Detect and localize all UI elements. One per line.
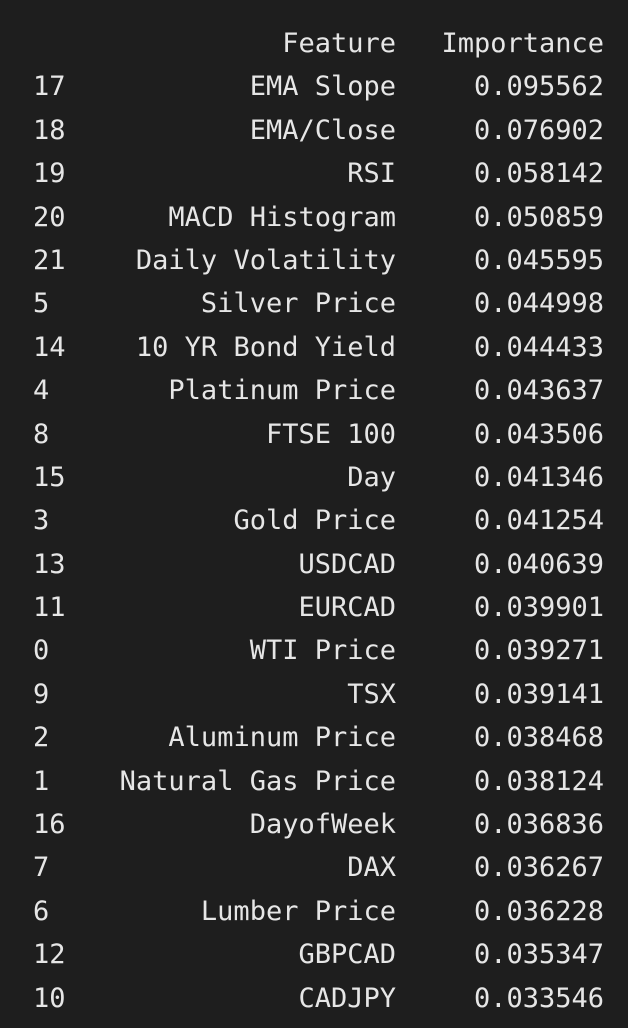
row-index: 14 bbox=[33, 331, 66, 363]
feature-name: Platinum Price bbox=[168, 375, 396, 407]
importance-value: 0.045595 bbox=[473, 244, 604, 276]
importance-value: 0.050859 bbox=[473, 201, 604, 233]
importance-value: 0.038468 bbox=[473, 722, 604, 754]
feature-name: EURCAD bbox=[298, 592, 396, 624]
feature-name: Natural Gas Price bbox=[119, 765, 396, 797]
row-index: 7 bbox=[33, 852, 50, 884]
feature-name: Aluminum Price bbox=[168, 722, 396, 754]
importance-value: 0.041346 bbox=[473, 461, 604, 493]
importance-value: 0.043506 bbox=[473, 418, 604, 450]
importance-value: 0.039141 bbox=[473, 678, 604, 710]
feature-name: GBPCAD bbox=[298, 939, 396, 971]
importance-value: 0.058142 bbox=[473, 158, 604, 190]
feature-name: EMA Slope bbox=[249, 71, 396, 103]
table-row: 17 EMA Slope 0.095562 bbox=[0, 65, 628, 108]
row-index: 6 bbox=[33, 895, 50, 927]
row-index: 19 bbox=[33, 158, 66, 190]
row-index: 10 bbox=[33, 982, 66, 1014]
table-header-row: Feature Importance bbox=[0, 22, 628, 65]
row-index: 2 bbox=[33, 722, 50, 754]
feature-name: WTI Price bbox=[249, 635, 396, 667]
feature-name: RSI bbox=[347, 158, 396, 190]
table-row: 6 Lumber Price 0.036228 bbox=[0, 890, 628, 933]
row-index: 1 bbox=[33, 765, 50, 797]
row-index: 20 bbox=[33, 201, 66, 233]
importance-value: 0.033546 bbox=[473, 982, 604, 1014]
feature-name: EMA/Close bbox=[249, 114, 396, 146]
importance-value: 0.044998 bbox=[473, 288, 604, 320]
table-row: 0 WTI Price 0.039271 bbox=[0, 629, 628, 672]
importance-value: 0.044433 bbox=[473, 331, 604, 363]
table-row: 14 10 YR Bond Yield 0.044433 bbox=[0, 326, 628, 369]
table-row: 21 Daily Volatility 0.045595 bbox=[0, 239, 628, 282]
table-row: 7 DAX 0.036267 bbox=[0, 846, 628, 889]
importance-value: 0.036836 bbox=[473, 809, 604, 841]
feature-name: MACD Histogram bbox=[168, 201, 396, 233]
importance-value: 0.041254 bbox=[473, 505, 604, 537]
row-index: 8 bbox=[33, 418, 50, 450]
importance-value: 0.039271 bbox=[473, 635, 604, 667]
row-index: 12 bbox=[33, 939, 66, 971]
feature-name: Silver Price bbox=[200, 288, 396, 320]
row-index: 17 bbox=[33, 71, 66, 103]
importance-value: 0.038124 bbox=[473, 765, 604, 797]
feature-name: Gold Price bbox=[233, 505, 396, 537]
feature-name: TSX bbox=[347, 678, 396, 710]
table-row: 8 FTSE 100 0.043506 bbox=[0, 413, 628, 456]
importance-value: 0.043637 bbox=[473, 375, 604, 407]
importance-value: 0.040639 bbox=[473, 548, 604, 580]
table-body: 17 EMA Slope 0.095562 18 EMA/Close 0.076902 19… bbox=[0, 65, 628, 1020]
header-importance: Importance bbox=[441, 28, 604, 59]
row-index: 3 bbox=[33, 505, 50, 537]
table-row: 20 MACD Histogram 0.050859 bbox=[0, 196, 628, 239]
table-row: 11 EURCAD 0.039901 bbox=[0, 586, 628, 629]
table-row: 13 USDCAD 0.040639 bbox=[0, 543, 628, 586]
row-index: 0 bbox=[33, 635, 50, 667]
row-index: 9 bbox=[33, 678, 50, 710]
table-row: 16 DayofWeek 0.036836 bbox=[0, 803, 628, 846]
header-feature: Feature bbox=[282, 28, 396, 59]
table-row: 19 RSI 0.058142 bbox=[0, 152, 628, 195]
importance-value: 0.036228 bbox=[473, 895, 604, 927]
table-row: 18 EMA/Close 0.076902 bbox=[0, 109, 628, 152]
feature-name: FTSE 100 bbox=[265, 418, 396, 450]
table-row: 2 Aluminum Price 0.038468 bbox=[0, 716, 628, 759]
importance-value: 0.039901 bbox=[473, 592, 604, 624]
row-index: 21 bbox=[33, 244, 66, 276]
feature-name: Day bbox=[347, 461, 396, 493]
importance-value: 0.095562 bbox=[473, 71, 604, 103]
table-row: 9 TSX 0.039141 bbox=[0, 673, 628, 716]
feature-name: Lumber Price bbox=[200, 895, 396, 927]
table-row: 5 Silver Price 0.044998 bbox=[0, 282, 628, 325]
table-row: 1 Natural Gas Price 0.038124 bbox=[0, 760, 628, 803]
importance-value: 0.035347 bbox=[473, 939, 604, 971]
row-index: 11 bbox=[33, 592, 66, 624]
feature-name: DAX bbox=[347, 852, 396, 884]
table-row: 15 Day 0.041346 bbox=[0, 456, 628, 499]
feature-name: CADJPY bbox=[298, 982, 396, 1014]
row-index: 18 bbox=[33, 114, 66, 146]
table-row: 3 Gold Price 0.041254 bbox=[0, 499, 628, 542]
row-index: 4 bbox=[33, 375, 50, 407]
row-index: 13 bbox=[33, 548, 66, 580]
importance-value: 0.036267 bbox=[473, 852, 604, 884]
table-row: 4 Platinum Price 0.043637 bbox=[0, 369, 628, 412]
row-index: 16 bbox=[33, 809, 66, 841]
feature-name: Daily Volatility bbox=[135, 244, 396, 276]
row-index: 5 bbox=[33, 288, 50, 320]
table-row: 10 CADJPY 0.033546 bbox=[0, 977, 628, 1020]
feature-name: DayofWeek bbox=[249, 809, 396, 841]
feature-name: USDCAD bbox=[298, 548, 396, 580]
importance-value: 0.076902 bbox=[473, 114, 604, 146]
feature-name: 10 YR Bond Yield bbox=[135, 331, 396, 363]
row-index: 15 bbox=[33, 461, 66, 493]
table-row: 12 GBPCAD 0.035347 bbox=[0, 933, 628, 976]
